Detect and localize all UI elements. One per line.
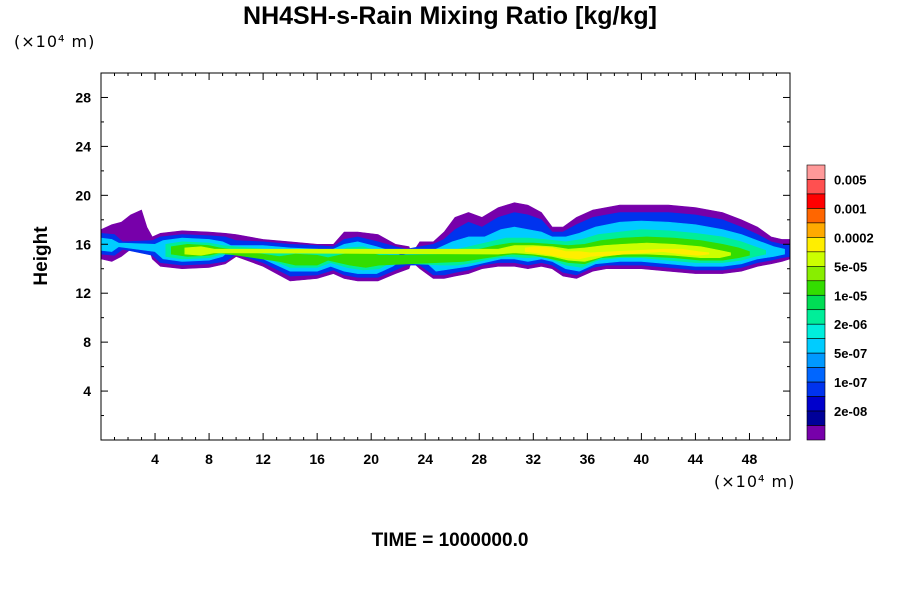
colorbar-swatch: [806, 381, 826, 397]
y-tick-label: 12: [75, 285, 91, 301]
y-tick-label: 16: [75, 236, 91, 252]
x-tick-label: 28: [471, 451, 487, 467]
colorbar-swatch: [806, 280, 826, 296]
colorbar-label: 1e-05: [834, 288, 867, 303]
contour-layer-6: [524, 246, 710, 260]
x-axis-unit: (×10⁴ m): [714, 472, 796, 491]
x-tick-label: 40: [634, 451, 650, 467]
colorbar-swatch: [806, 425, 826, 441]
x-tick-label: 20: [363, 451, 379, 467]
x-tick-label: 12: [255, 451, 271, 467]
colorbar-swatch: [806, 323, 826, 339]
colorbar-label: 5e-07: [834, 346, 867, 361]
y-tick-label: 8: [83, 334, 91, 350]
colorbar-swatch: [806, 237, 826, 253]
colorbar-label: 0.005: [834, 172, 867, 187]
colorbar-label: 0.001: [834, 201, 867, 216]
colorbar-label: 2e-06: [834, 317, 867, 332]
colorbar-label: 1e-07: [834, 375, 867, 390]
y-tick-label: 4: [83, 383, 91, 399]
colorbar-swatch: [806, 222, 826, 238]
x-tick-label: 48: [742, 451, 758, 467]
colorbar-swatch: [806, 208, 826, 224]
y-tick-label: 28: [75, 89, 91, 105]
colorbar-swatch: [806, 410, 826, 426]
colorbar-swatch: [806, 294, 826, 311]
x-tick-label: 36: [580, 451, 596, 467]
y-tick-label: 20: [75, 187, 91, 203]
colorbar-swatch: [806, 193, 826, 209]
y-tick-label: 24: [75, 138, 91, 154]
y-axis-unit: (×10⁴ m): [14, 32, 96, 51]
colorbar-swatch: [806, 309, 826, 325]
colorbar-swatch: [806, 251, 826, 267]
plot-frame: [100, 72, 791, 441]
x-tick-label: 24: [417, 451, 433, 467]
chart-title: NH4SH-s-Rain Mixing Ratio [kg/kg]: [243, 2, 657, 30]
contour-layer-5: [184, 242, 731, 262]
x-tick-label: 16: [309, 451, 325, 467]
colorbar-swatch: [806, 338, 826, 354]
x-tick-label: 32: [526, 451, 542, 467]
x-tick-label: 4: [151, 451, 159, 467]
colorbar-label: 0.0002: [834, 230, 874, 245]
colorbar-swatch: [806, 396, 826, 412]
colorbar-swatch: [806, 266, 826, 282]
x-tick-label: 44: [688, 451, 704, 467]
colorbar-swatch: [806, 164, 826, 180]
colorbar-swatch: [806, 179, 826, 195]
colorbar-swatch: [806, 367, 826, 383]
colorbar-label: 2e-08: [834, 404, 867, 419]
colorbar-swatch: [806, 352, 826, 368]
time-label: TIME = 1000000.0: [371, 530, 529, 551]
x-tick-label: 8: [205, 451, 213, 467]
colorbar-label: 5e-05: [834, 259, 867, 274]
